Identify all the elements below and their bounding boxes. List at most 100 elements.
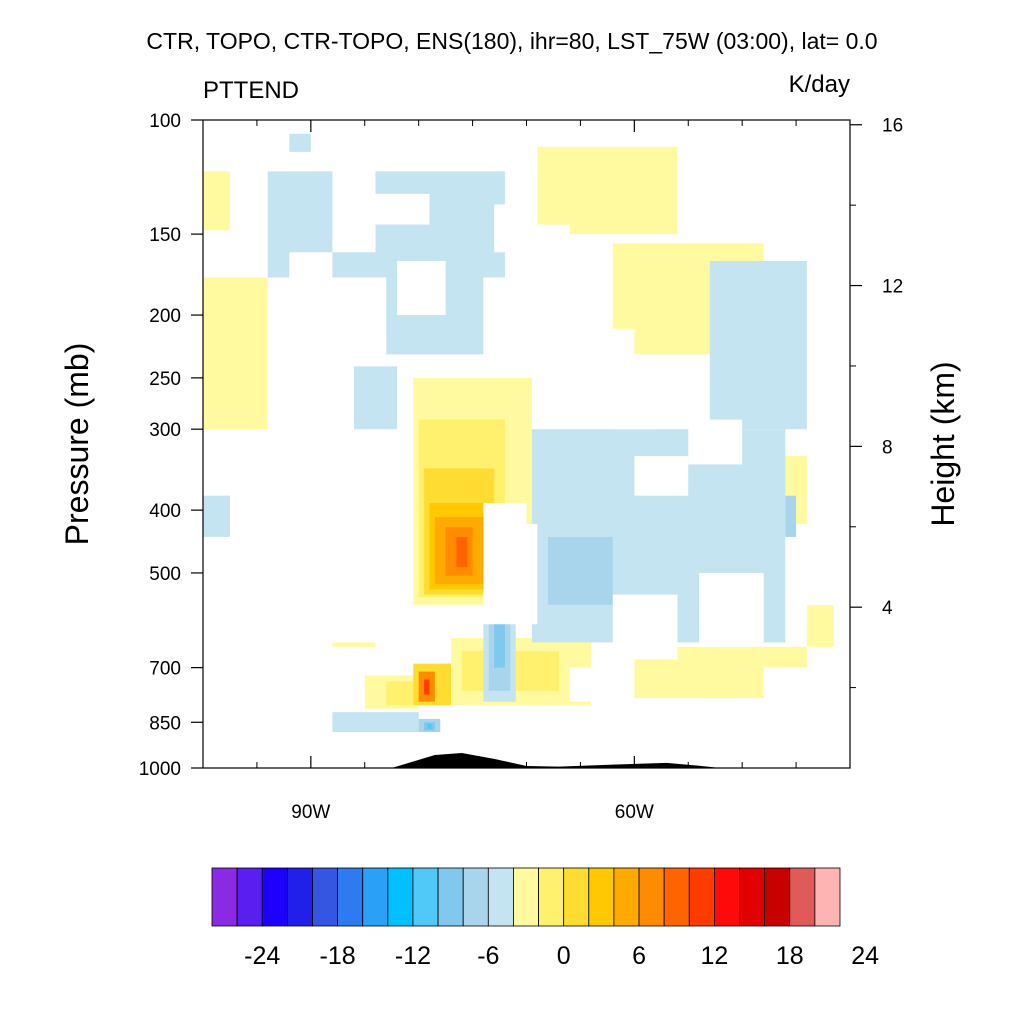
missing-data-block-27 xyxy=(763,667,850,719)
colorbar-swatch-21 xyxy=(739,867,766,927)
missing-data-block-3 xyxy=(370,193,430,225)
cooling-region-31 xyxy=(203,495,230,537)
colorbar-swatch-5 xyxy=(337,867,364,927)
colorbar-swatch-6 xyxy=(362,867,389,927)
heating-region-23 xyxy=(424,679,430,695)
y-tick-label-0: 100 xyxy=(149,111,181,132)
y2-tick-label-0: 16 xyxy=(882,116,903,137)
colorbar-label-5: 6 xyxy=(632,942,646,970)
colorbar-label-0: -24 xyxy=(244,942,280,970)
y-tick-label-1: 150 xyxy=(149,225,181,246)
colorbar-swatch-14 xyxy=(563,867,590,927)
colorbar-label-1: -18 xyxy=(320,942,356,970)
y-axis-right: 16 12 8 4 xyxy=(850,116,903,689)
missing-data-block-5 xyxy=(494,204,527,253)
heating-region-21 xyxy=(456,536,468,568)
y2-tick-label-1: 12 xyxy=(882,277,903,298)
missing-data-block-13 xyxy=(310,659,398,676)
colorbar-swatch-24 xyxy=(814,867,841,927)
missing-data-block-6 xyxy=(526,224,570,270)
missing-data-block-1 xyxy=(332,120,376,253)
y-axis-title: Pressure (mb) xyxy=(59,343,95,546)
cooling-region-37 xyxy=(494,619,505,668)
colorbar-label-6: 12 xyxy=(700,942,728,970)
colorbar-swatch-10 xyxy=(462,867,489,927)
colorbar-swatch-9 xyxy=(437,867,464,927)
colorbar-swatch-8 xyxy=(412,867,439,927)
missing-data-block-22 xyxy=(634,455,689,496)
y-axis-left: 100 150 200 250 300 400 500 700 850 1000 xyxy=(139,111,203,780)
colorbar-swatch-18 xyxy=(663,867,690,927)
y-tick-label-4: 300 xyxy=(149,420,181,441)
missing-data-block-0 xyxy=(203,120,290,172)
colorbar-swatch-22 xyxy=(764,867,791,927)
colorbar-swatch-19 xyxy=(688,867,715,927)
missing-data-block-2 xyxy=(289,252,333,278)
cooling-region-33 xyxy=(548,536,613,605)
colorbar-swatch-20 xyxy=(714,867,740,927)
missing-data-block-4 xyxy=(397,260,446,316)
heating-region-6 xyxy=(537,146,678,235)
missing-data-block-11 xyxy=(267,517,398,643)
colorbar-labels: -24 -18 -12 -6 0 6 12 18 24 xyxy=(244,942,879,970)
missing-data-block-17 xyxy=(451,604,484,625)
missing-data-block-14 xyxy=(203,675,301,713)
y-tick-label-7: 700 xyxy=(149,659,181,680)
colorbar-swatch-7 xyxy=(387,867,414,927)
missing-data-block-23 xyxy=(688,419,743,465)
cooling-region-27 xyxy=(709,260,807,430)
y-tick-label-9: 1000 xyxy=(139,759,181,780)
missing-data-layer xyxy=(203,120,850,719)
y-tick-label-3: 250 xyxy=(149,369,181,390)
heating-region-0 xyxy=(203,171,230,231)
colorbar-swatch-11 xyxy=(487,867,514,927)
y-tick-label-6: 500 xyxy=(149,564,181,585)
heating-region-11 xyxy=(806,604,834,647)
units-label: K/day xyxy=(789,71,850,98)
colorbar-swatch-1 xyxy=(236,867,263,927)
missing-data-block-26 xyxy=(806,523,850,605)
missing-data-block-20 xyxy=(353,429,398,524)
missing-data-block-24 xyxy=(569,667,635,702)
colorbar-swatch-4 xyxy=(312,867,339,927)
y2-tick-label-2: 8 xyxy=(882,437,893,458)
colorbar-label-7: 18 xyxy=(776,942,804,970)
colorbar-label-4: 0 xyxy=(557,942,571,970)
x-axis: 90W 60W xyxy=(256,120,797,823)
y-tick-label-5: 400 xyxy=(149,501,181,522)
cooling-region-32 xyxy=(289,133,311,152)
cooling-region-36 xyxy=(785,495,797,537)
missing-data-block-21 xyxy=(483,503,527,524)
colorbar-swatch-3 xyxy=(286,867,313,927)
cooling-region-39 xyxy=(427,723,432,729)
colorbar-swatch-17 xyxy=(638,867,665,927)
y-tick-label-2: 200 xyxy=(149,306,181,327)
missing-data-block-7 xyxy=(537,269,581,329)
colorbar-label-8: 24 xyxy=(851,942,879,970)
colorbar-swatch-23 xyxy=(789,867,816,927)
missing-data-block-16 xyxy=(483,523,538,625)
field-name-label: PTTEND xyxy=(203,77,299,104)
chart-title: CTR, TOPO, CTR-TOPO, ENS(180), ihr=80, L… xyxy=(146,28,877,54)
x-tick-label-0: 90W xyxy=(291,802,330,823)
missing-data-block-28 xyxy=(504,328,613,378)
heating-region-1 xyxy=(203,277,268,430)
missing-data-block-9 xyxy=(612,388,656,430)
missing-data-block-18 xyxy=(612,594,678,660)
x-tick-label-1: 60W xyxy=(615,802,654,823)
colorbar-swatch-0 xyxy=(211,867,238,927)
missing-data-block-10 xyxy=(203,536,279,605)
colorbar-label-3: -6 xyxy=(477,942,499,970)
missing-data-block-12 xyxy=(203,642,333,676)
cooling-region-29 xyxy=(332,712,419,733)
colorbar-swatch-13 xyxy=(538,867,565,927)
missing-data-block-25 xyxy=(677,698,743,719)
missing-data-block-15 xyxy=(397,619,441,664)
y-axis-right-title: Height (km) xyxy=(925,361,961,526)
missing-data-block-29 xyxy=(310,429,354,481)
missing-data-block-19 xyxy=(699,572,764,643)
y-tick-label-8: 850 xyxy=(149,713,181,734)
colorbar-swatch-16 xyxy=(613,867,640,927)
plot-area xyxy=(203,120,850,768)
